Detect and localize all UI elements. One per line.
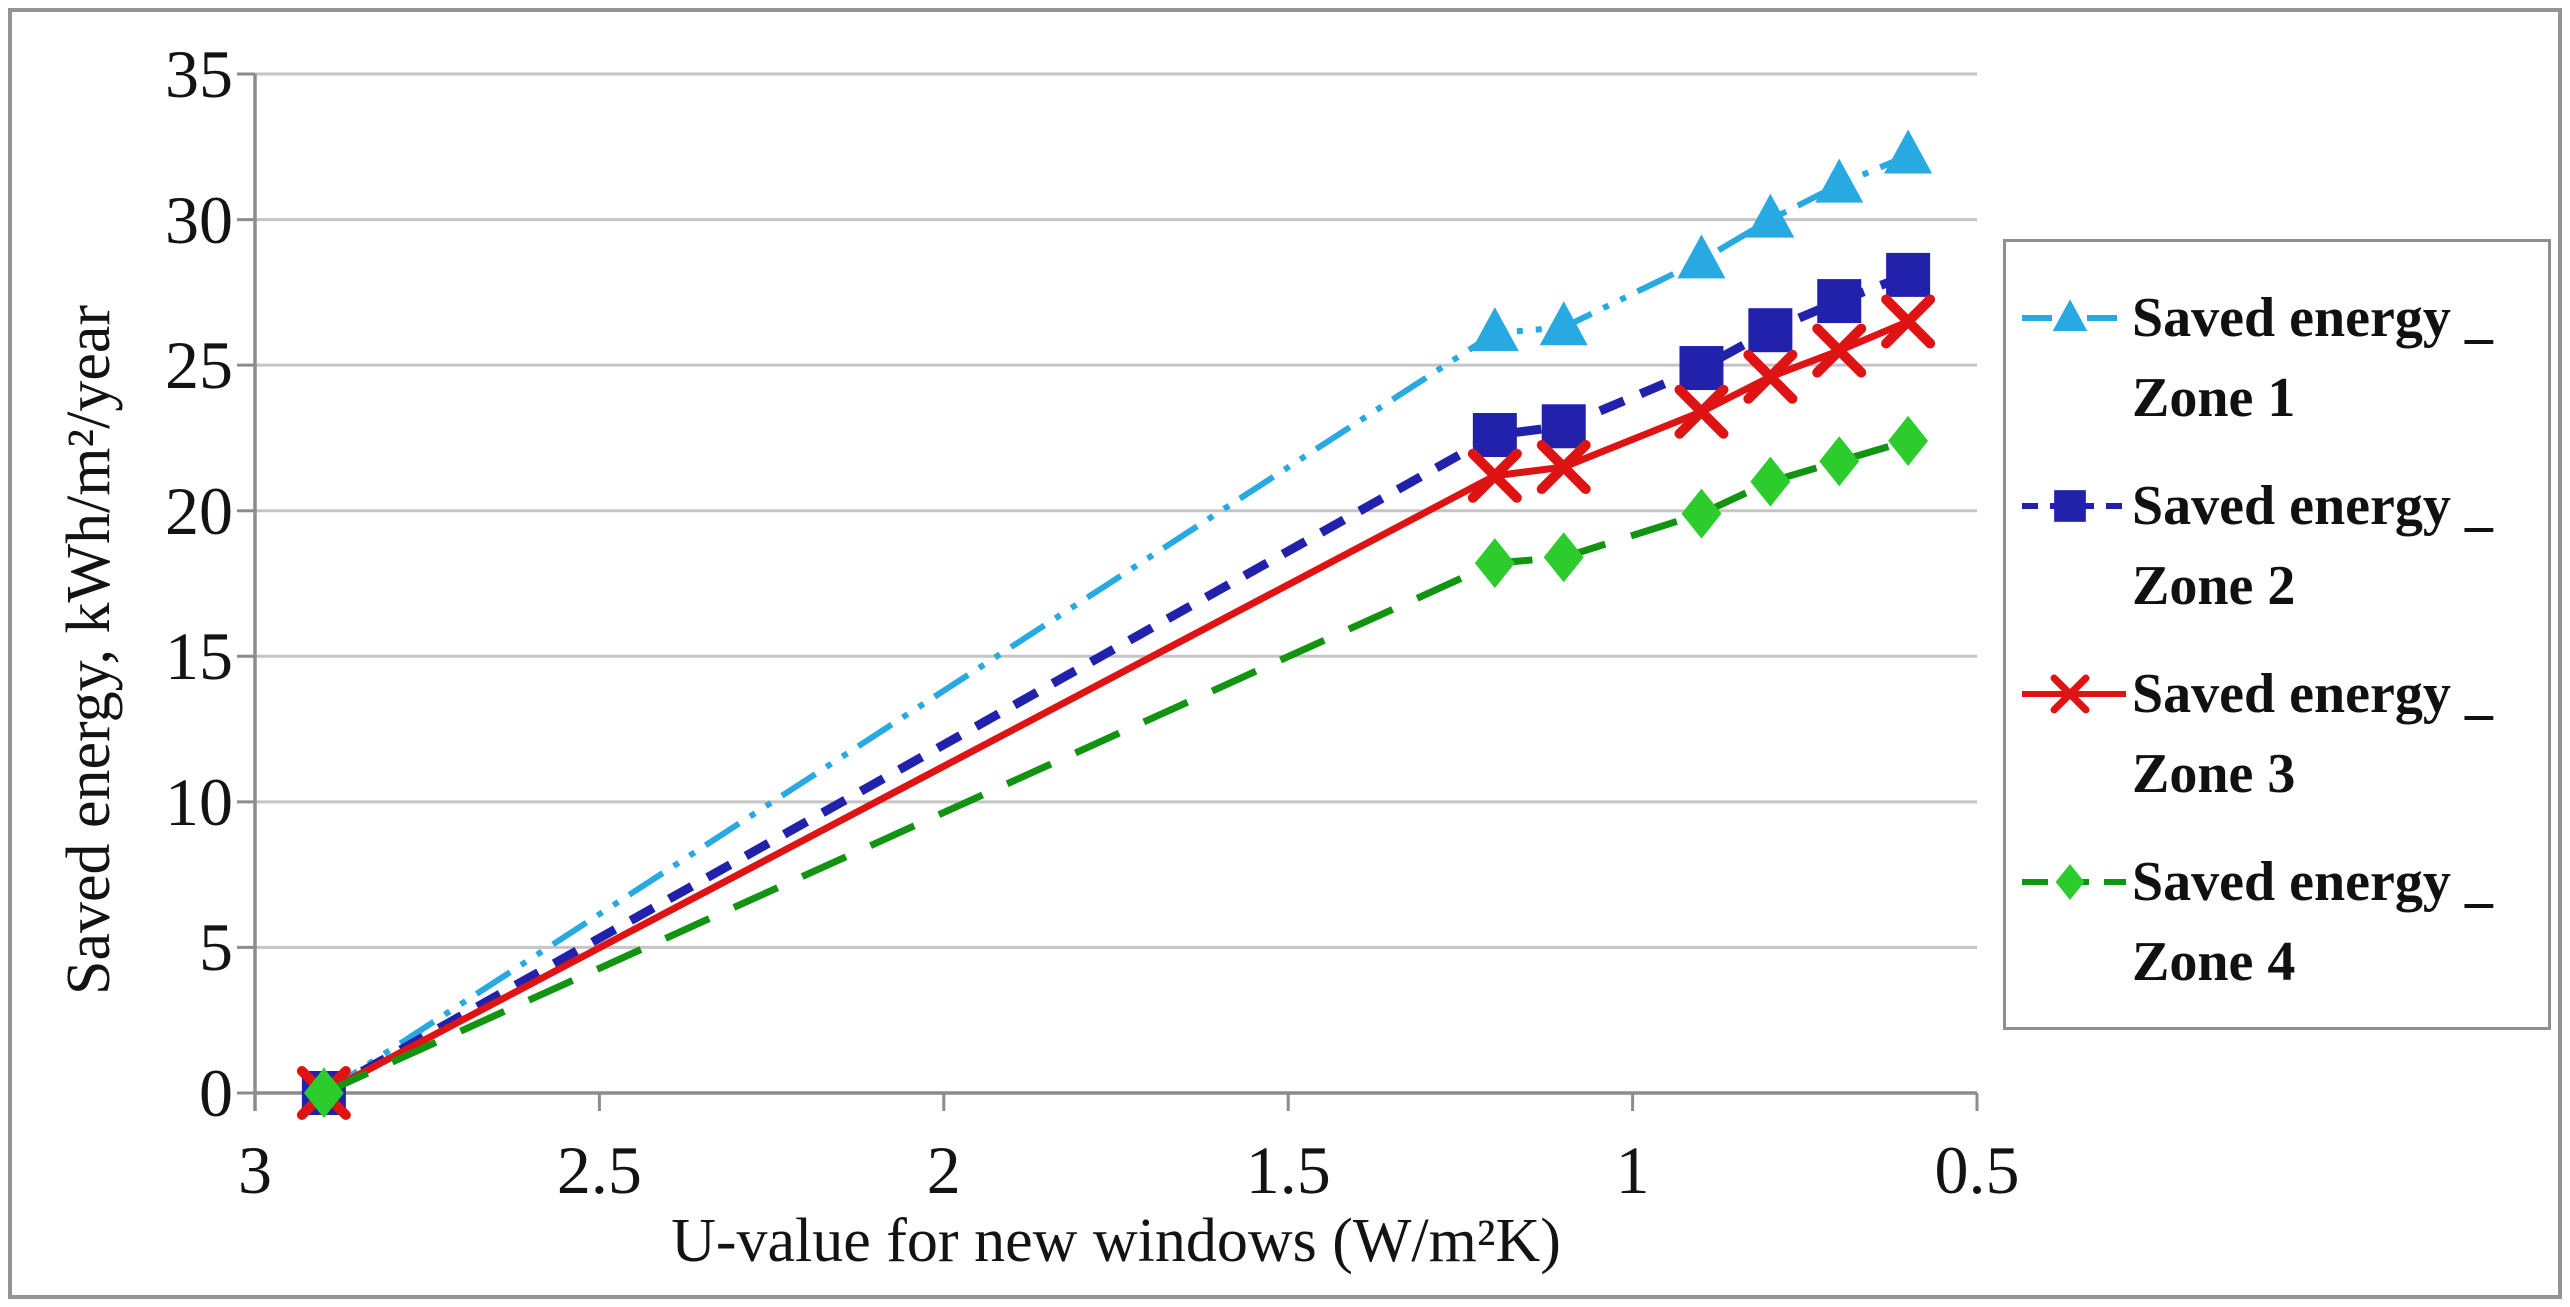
- legend-label-line1: Saved energy _: [2132, 851, 2493, 913]
- x-marker: [1881, 294, 1936, 349]
- x-marker: [1743, 349, 1798, 404]
- triangle-marker: [1815, 158, 1864, 203]
- y-axis-title: Saved energy, kWh/m²/year: [55, 304, 123, 996]
- x-axis-title: U-value for new windows (W/m²K): [671, 1207, 1561, 1275]
- legend-item-zone-3: Saved energy _ Zone 3: [2022, 654, 2548, 814]
- diamond-marker: [1543, 532, 1584, 583]
- square-marker: [1817, 279, 1862, 324]
- x-marker: [1536, 440, 1591, 495]
- x-tick-label-2.5: 2.5: [556, 1132, 642, 1208]
- diamond-marker: [1474, 538, 1515, 589]
- y-tick-label-30: 30: [165, 181, 233, 258]
- x-tick-label-1: 1: [1615, 1132, 1650, 1208]
- x-tick-label-0.5: 0.5: [1934, 1132, 2020, 1208]
- x-marker: [1467, 448, 1522, 503]
- x-marker: [1812, 323, 1867, 378]
- series-zone-2: [301, 252, 1931, 1115]
- y-tick-label-35: 35: [165, 36, 233, 112]
- legend-label-line2: Zone 4: [2132, 931, 2296, 993]
- diamond-marker: [303, 1068, 344, 1118]
- series-zone-4-line: [322, 437, 1910, 1097]
- square-marker: [1679, 346, 1724, 391]
- legend-label-line2: Zone 3: [2132, 743, 2296, 805]
- triangle-marker: [1539, 301, 1588, 346]
- legend-marker-x-icon: [2022, 674, 2126, 714]
- legend: Saved energy _ Zone 1 Saved energy _ Zon…: [2003, 239, 2551, 1030]
- y-tick-label-10: 10: [165, 763, 233, 840]
- square-marker: [1541, 404, 1586, 449]
- y-tick-label-0: 0: [199, 1055, 233, 1131]
- x-marker: [1674, 384, 1729, 439]
- series-zone-1-line: [322, 152, 1910, 1096]
- legend-label-line2: Zone 1: [2132, 367, 2296, 429]
- y-tick-label-20: 20: [165, 472, 233, 549]
- y-tick-label-15: 15: [165, 618, 233, 695]
- x-marker: [2050, 674, 2090, 714]
- series-zone-1: [299, 129, 1933, 1111]
- y-tick-label-5: 5: [199, 909, 233, 986]
- square-marker: [1886, 252, 1931, 297]
- x-tick-label-2: 2: [926, 1132, 961, 1208]
- series-zone-3-line: [322, 318, 1910, 1097]
- diamond-marker: [1819, 436, 1860, 487]
- legend-label-line1: Saved energy _: [2132, 287, 2493, 349]
- triangle-marker: [1677, 234, 1726, 279]
- series-zone-4: [303, 415, 1929, 1118]
- legend-label-line2: Zone 2: [2132, 555, 2296, 617]
- triangle-marker: [2052, 299, 2088, 331]
- diamond-marker: [1888, 415, 1929, 466]
- diamond-marker: [1750, 456, 1791, 507]
- diamond-marker: [2055, 864, 2085, 900]
- series-zone-3: [296, 294, 1936, 1120]
- legend-label-line1: Saved energy _: [2132, 663, 2493, 725]
- y-tick-label-25: 25: [165, 327, 233, 404]
- legend-item-zone-2: Saved energy _ Zone 2: [2022, 466, 2548, 626]
- x-tick-label-3: 3: [238, 1132, 272, 1208]
- legend-item-zone-1: Saved energy _ Zone 1: [2022, 278, 2548, 438]
- triangle-marker: [1884, 129, 1933, 174]
- legend-item-zone-4: Saved energy _ Zone 4: [2022, 842, 2548, 1002]
- square-marker: [1472, 413, 1517, 458]
- square-marker: [1748, 308, 1793, 353]
- x-tick-label-1.5: 1.5: [1245, 1132, 1331, 1208]
- chart-border: [8, 8, 2562, 1299]
- legend-label-line1: Saved energy _: [2132, 475, 2493, 537]
- diamond-marker: [1681, 488, 1722, 539]
- legend-marker-triangle-icon: [2022, 299, 2126, 331]
- legend-marker-square-icon: [2022, 490, 2126, 522]
- triangle-marker: [1470, 307, 1519, 352]
- legend-marker-diamond-icon: [2022, 864, 2126, 900]
- triangle-marker: [1746, 193, 1795, 238]
- square-marker: [2054, 490, 2086, 522]
